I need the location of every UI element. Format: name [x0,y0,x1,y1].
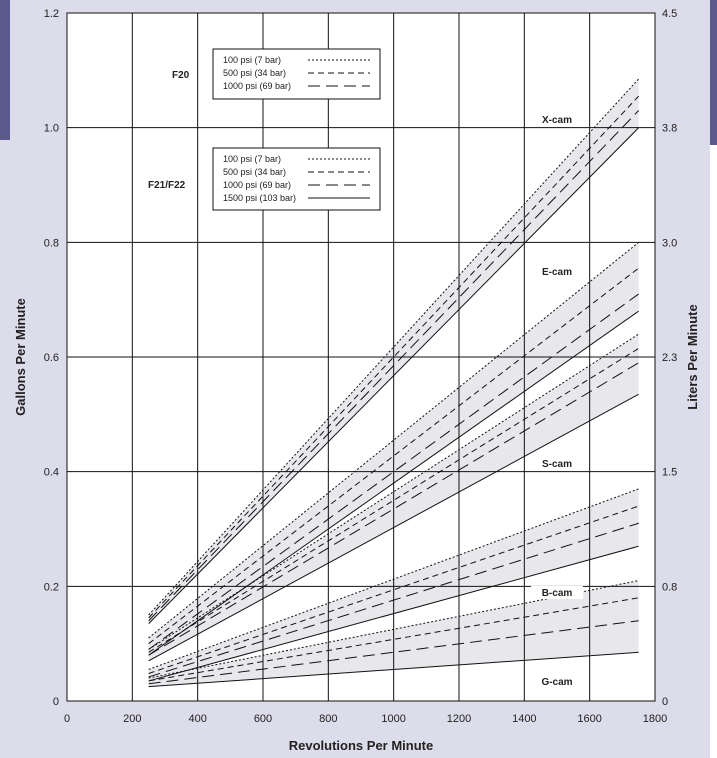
y-tick-label-6: 1.2 [44,8,59,20]
cam-label-g-cam: G-cam [541,677,572,688]
legend2-entry-0: 100 psi (7 bar) [223,154,281,164]
legend2-entry-3: 1500 psi (103 bar) [223,193,296,203]
y2-tick-label-3: 2.3 [662,352,677,364]
legend-f20: 100 psi (7 bar) 500 psi (34 bar) 1000 psi … [212,48,381,100]
series-g-cam-solid [148,651,639,688]
series-b-cam-longdash [148,522,639,678]
legend2-entry-1: 500 psi (34 bar) [223,167,286,177]
series-g-cam-longdash [148,620,639,685]
y-tick-label-3: 0.6 [44,352,59,364]
series-s-cam-dotted [148,333,639,650]
y-axis-label: Gallons Per Minute [13,298,28,416]
legend1-box [212,48,381,100]
legend1-entry-1: 500 psi (34 bar) [223,68,286,78]
series-e-cam-dotted [148,241,639,639]
x-tick-label-2: 400 [188,713,206,725]
legend1-entry-2: 1000 psi (69 bar) [223,81,291,91]
legend-title-f20: F20 [172,70,190,81]
y2-tick-label-0: 0 [662,696,668,708]
right-accent-bar [710,0,717,145]
series-x-cam-longdash [148,110,640,622]
series-b-cam-solid [148,545,639,682]
legend-title-f21-f22: F21/F22 [148,180,186,191]
cam-label-bg-s-cam [531,456,583,470]
series-e-cam-longdash [148,293,639,650]
x-tick-label-0: 0 [64,713,70,725]
x-tick-label-4: 800 [319,713,337,725]
cam-label-bg-e-cam [531,264,583,278]
cam-label-e-cam: E-cam [542,267,572,278]
legend2-box [212,147,381,211]
legend2-entry-2: 1000 psi (69 bar) [223,180,291,190]
y-tick-label-4: 0.8 [44,237,59,249]
y-tick-label-2: 0.4 [44,467,59,479]
x-tick-label-3: 600 [254,713,272,725]
cam-label-bg-g-cam [531,674,583,688]
legend-f21-f22: 100 psi (7 bar) 500 psi (34 bar) 1000 psi … [212,147,381,211]
x-axis-label: Revolutions Per Minute [289,738,433,753]
series-x-cam-dotted [148,78,640,616]
x-tick-labels: 0 200 400 600 800 1000 1200 1400 1600 1800 [64,713,667,725]
x-tick-label-1: 200 [123,713,141,725]
y2-tick-label-4: 3.0 [662,237,677,249]
y2-tick-label-5: 3.8 [662,123,677,135]
series-s-cam-longdash [148,362,639,656]
grid [67,13,655,701]
cam-label-bg-x-cam [531,112,583,126]
plot-frame [66,12,656,702]
series-e-cam-solid [148,310,639,656]
series-b-cam-dotted [148,488,639,670]
x-tick-label-8: 1600 [577,713,601,725]
series-g-cam-dashed [148,597,639,682]
y-tick-label-1: 0.2 [44,581,59,593]
x-tick-label-5: 1000 [381,713,405,725]
legend1-entry-0: 100 psi (7 bar) [223,55,281,65]
y-tick-labels: 0 0.2 0.4 0.6 0.8 1.0 1.2 [44,8,59,708]
series-x-cam-solid [148,127,640,624]
series-s-cam-solid [148,393,639,662]
y2-axis-label: Liters Per Minute [685,304,700,409]
cam-label-bg-b-cam [531,585,583,599]
cam-label-x-cam: X-cam [542,115,572,126]
y-tick-label-0: 0 [53,696,59,708]
left-accent-bar [0,0,10,140]
series-s-cam-dashed [148,347,639,653]
y2-tick-label-1: 0.8 [662,581,677,593]
x-tick-label-7: 1400 [512,713,536,725]
x-tick-label-6: 1200 [447,713,471,725]
cam-labels: X-cam E-cam S-cam B-cam G-cam [531,112,583,688]
series-b-cam-dashed [148,505,639,674]
series-e-cam-dashed [148,267,639,645]
cam-label-s-cam: S-cam [542,459,572,470]
y-tick-label-5: 1.0 [44,123,59,135]
y2-tick-labels: 0 0.8 1.5 2.3 3.0 3.8 4.5 [662,8,677,708]
y2-tick-label-2: 1.5 [662,467,677,479]
x-tick-label-9: 1800 [643,713,667,725]
y2-tick-label-6: 4.5 [662,8,677,20]
cam-label-b-cam: B-cam [542,588,573,599]
